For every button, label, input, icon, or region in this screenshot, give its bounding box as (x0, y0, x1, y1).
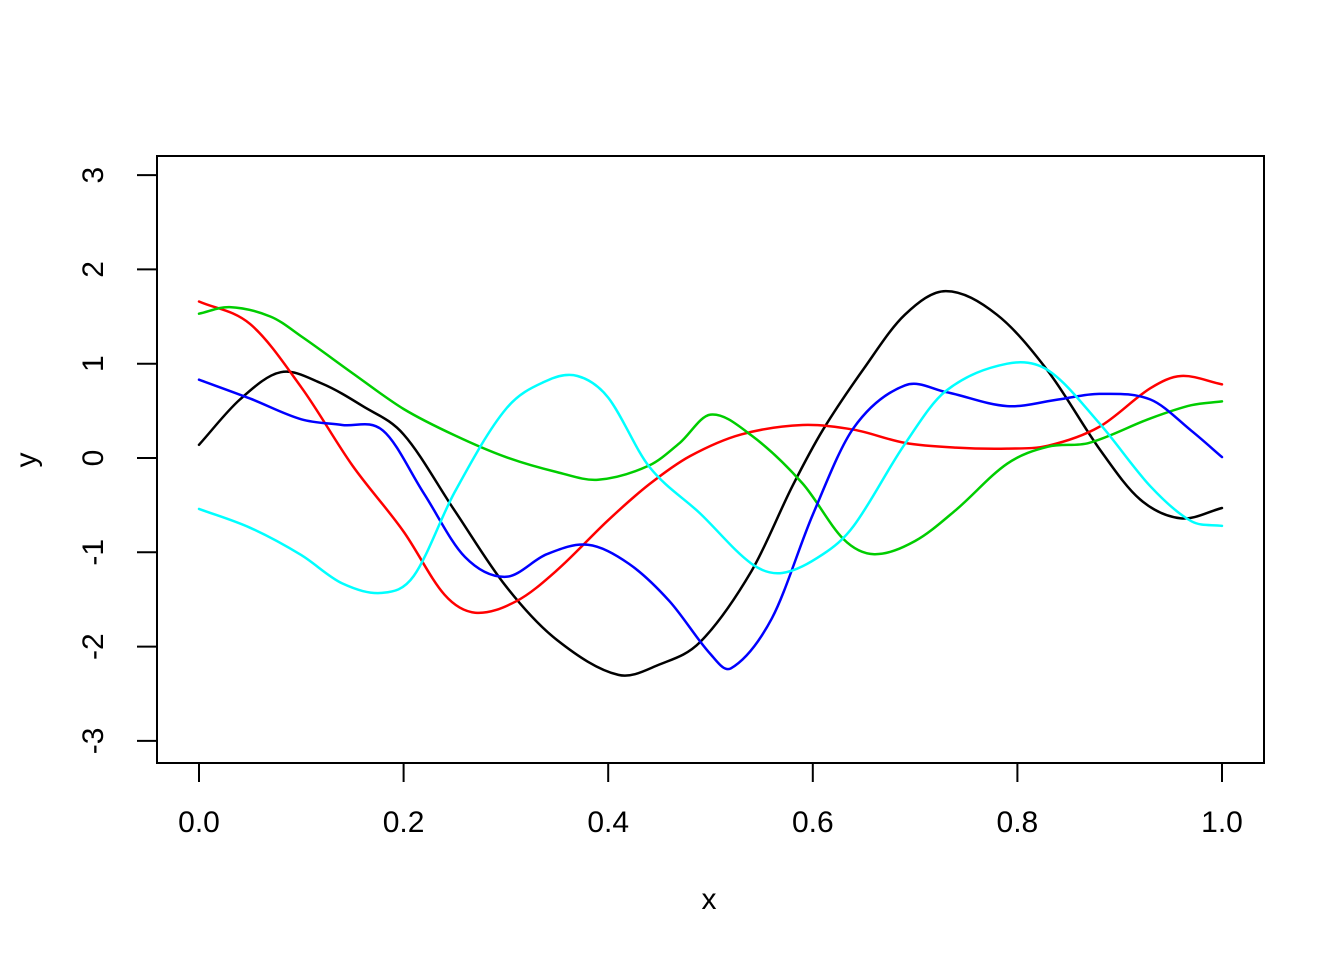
x-tick-label: 0.4 (587, 806, 629, 839)
series-blue-line (197, 378, 1224, 671)
plot-series (197, 289, 1224, 677)
y-tick-label: 3 (77, 167, 110, 184)
series-green-line (197, 305, 1224, 556)
x-axis-title: x (702, 883, 717, 916)
series-cyan-line (197, 360, 1224, 595)
y-tick-label: -2 (77, 633, 110, 660)
x-tick-label: 1.0 (1201, 806, 1243, 839)
y-axis: -3 -2 -1 0 1 2 3 (77, 167, 157, 754)
x-tick-label: 0.0 (178, 806, 220, 839)
y-tick-label: 0 (77, 450, 110, 467)
x-tick-label: 0.8 (997, 806, 1039, 839)
x-tick-label: 0.6 (792, 806, 834, 839)
plot-box (156, 155, 1265, 764)
series-black-line (197, 289, 1224, 677)
y-tick-label: 1 (77, 355, 110, 372)
y-tick-label: -1 (77, 539, 110, 566)
y-axis-title: y (10, 453, 43, 468)
y-tick-label: -3 (77, 728, 110, 755)
y-tick-label: 2 (77, 261, 110, 278)
x-tick-label: 0.2 (383, 806, 425, 839)
x-axis: 0.0 0.2 0.4 0.6 0.8 1.0 (178, 763, 1243, 839)
series-red-line (197, 300, 1224, 615)
